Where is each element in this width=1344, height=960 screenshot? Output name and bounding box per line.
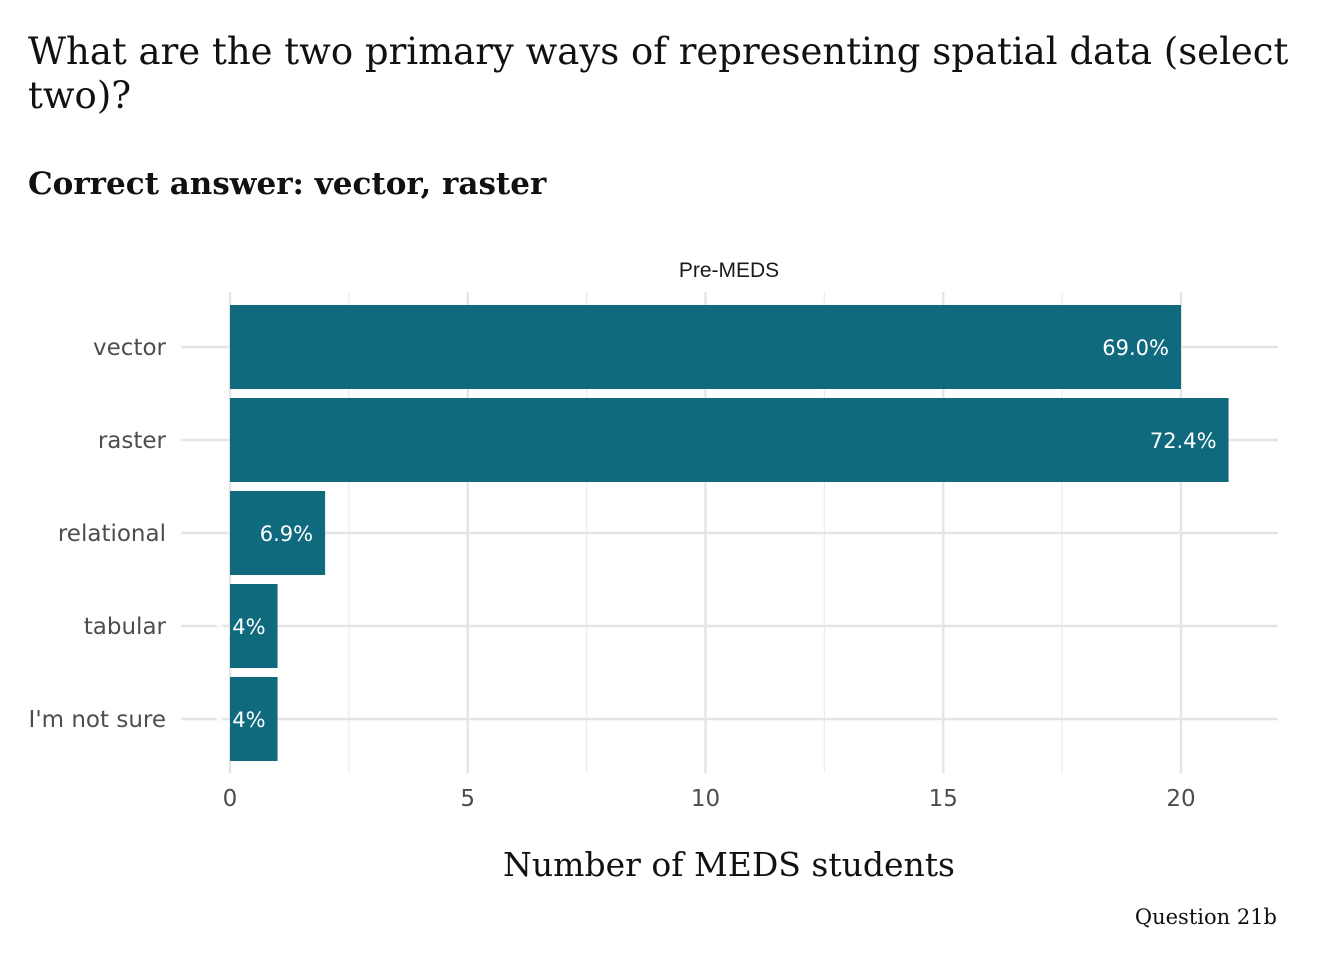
chart-title: What are the two primary ways of represe… [28,30,1289,117]
bar [230,305,1181,389]
x-axis-title: Number of MEDS students [503,845,955,884]
x-axis-labels: 0 5 10 15 20 [223,786,1196,812]
x-tick-label: 10 [691,786,720,812]
x-tick-label: 15 [929,786,958,812]
bar-value-label: 6.9% [260,522,313,546]
bars: 69.0% 72.4% 6.9% 3.4% 3.4% [212,305,1229,761]
y-tick-label: raster [98,428,167,454]
facet-label: Pre-MEDS [679,259,779,282]
bar-value-label: 3.4% [212,615,265,639]
x-tick-label: 20 [1166,786,1195,812]
chart-subtitle: Correct answer: vector, raster [28,166,547,202]
y-tick-label: vector [93,335,166,361]
y-axis-labels: vector raster relational tabular I'm not sur… [29,335,167,733]
bar [230,491,326,575]
x-tick-label: 5 [460,786,475,812]
y-tick-label: tabular [84,614,167,640]
bar-value-label: 69.0% [1102,336,1169,360]
bar [230,398,1229,482]
y-tick-label: relational [58,521,166,547]
bar [230,677,278,761]
bar [230,584,278,668]
y-tick-label: I'm not sure [29,707,166,733]
bar-value-label: 3.4% [212,708,265,732]
x-tick-label: 0 [223,786,238,812]
caption: Question 21b [1134,905,1277,929]
bar-value-label: 72.4% [1150,429,1217,453]
